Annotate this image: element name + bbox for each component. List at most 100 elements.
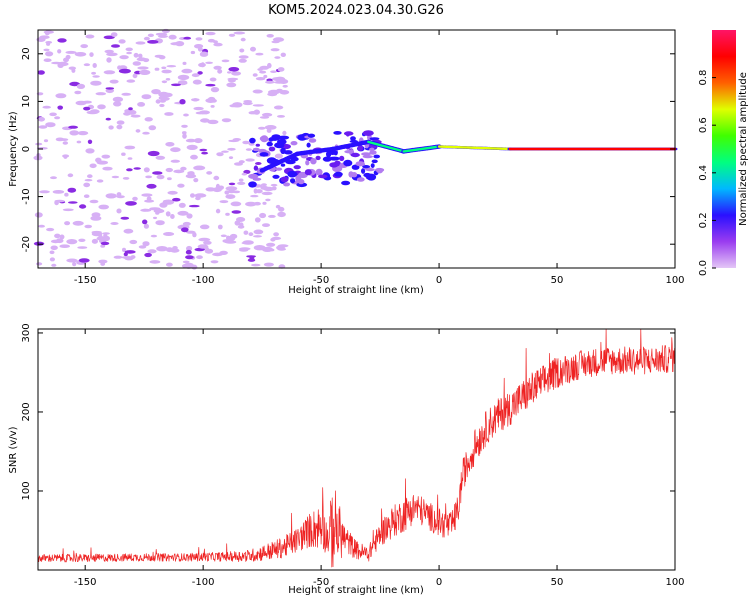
noise-blob bbox=[181, 124, 188, 128]
snr-x-ticks: -150 -100 -50 0 50 100 bbox=[74, 329, 685, 588]
noise-blob bbox=[155, 32, 168, 36]
noise-blob bbox=[209, 77, 217, 82]
noise-blob bbox=[253, 188, 258, 194]
noise-blob bbox=[101, 154, 111, 159]
noise-blob bbox=[83, 182, 91, 188]
noise-blob bbox=[127, 109, 137, 115]
noise-blob bbox=[34, 212, 43, 218]
noise-blob bbox=[230, 201, 242, 207]
noise-blob bbox=[261, 112, 273, 117]
noise-blob bbox=[283, 182, 291, 187]
noise-blob bbox=[80, 44, 88, 49]
noise-blob bbox=[147, 249, 157, 254]
noise-blob bbox=[213, 65, 222, 70]
colorbar-ticks: 0.0 0.2 0.4 0.6 0.8 bbox=[698, 70, 716, 276]
noise-blob bbox=[155, 220, 165, 226]
noise-blob bbox=[217, 69, 223, 74]
noise-blob bbox=[148, 125, 157, 131]
noise-blob bbox=[192, 79, 202, 85]
noise-blob bbox=[371, 159, 378, 164]
noise-blob bbox=[181, 227, 189, 233]
noise-blob bbox=[271, 136, 280, 141]
noise-blob bbox=[370, 163, 375, 169]
noise-blob bbox=[236, 217, 246, 222]
noise-blob bbox=[253, 165, 259, 171]
colorbar-tick-label: 0.4 bbox=[698, 165, 709, 181]
noise-blob bbox=[121, 92, 131, 96]
noise-blob bbox=[165, 167, 173, 173]
noise-blob bbox=[91, 238, 98, 244]
noise-blob bbox=[264, 125, 277, 130]
noise-blob bbox=[67, 173, 74, 178]
noise-blob bbox=[76, 83, 86, 89]
noise-blob bbox=[98, 204, 109, 210]
noise-blob bbox=[175, 41, 185, 47]
noise-blob bbox=[266, 128, 272, 133]
noise-blob bbox=[155, 155, 166, 160]
noise-blob bbox=[185, 255, 194, 260]
noise-blob bbox=[270, 237, 276, 242]
noise-blob bbox=[149, 207, 161, 211]
noise-blob bbox=[207, 119, 219, 125]
noise-blob bbox=[116, 192, 122, 197]
x-tick-label: 0 bbox=[436, 275, 442, 286]
noise-blob bbox=[186, 245, 193, 252]
noise-blob bbox=[167, 190, 178, 195]
noise-blob bbox=[163, 199, 170, 203]
noise-blob bbox=[253, 229, 264, 235]
noise-blob bbox=[110, 32, 118, 37]
noise-blob bbox=[225, 194, 236, 200]
y-tick-label: 10 bbox=[21, 95, 32, 108]
noise-blob bbox=[304, 169, 312, 176]
noise-blob bbox=[123, 252, 128, 257]
noise-blob bbox=[318, 174, 328, 179]
noise-blob bbox=[255, 143, 260, 147]
noise-blob bbox=[199, 51, 209, 57]
noise-blob bbox=[205, 31, 216, 36]
noise-blob bbox=[266, 78, 273, 82]
noise-blob bbox=[215, 183, 220, 189]
noise-blob bbox=[38, 125, 48, 129]
noise-blob bbox=[177, 183, 185, 188]
noise-blob bbox=[278, 206, 285, 212]
noise-blob bbox=[280, 163, 286, 167]
x-tick-label: -100 bbox=[192, 577, 215, 588]
noise-blob bbox=[228, 67, 240, 72]
noise-blob bbox=[135, 41, 146, 45]
noise-blob bbox=[143, 36, 150, 41]
noise-blob bbox=[307, 133, 316, 138]
noise-blob bbox=[106, 52, 118, 57]
noise-blob bbox=[188, 204, 200, 208]
noise-blob bbox=[315, 155, 321, 161]
noise-blob bbox=[213, 175, 220, 181]
noise-blob bbox=[181, 81, 188, 85]
noise-blob bbox=[68, 66, 77, 70]
noise-blob bbox=[78, 258, 90, 263]
noise-blob bbox=[158, 55, 166, 60]
noise-blob bbox=[196, 255, 203, 260]
noise-blob bbox=[57, 38, 67, 43]
noise-blob bbox=[97, 104, 106, 110]
noise-blob bbox=[42, 105, 51, 109]
noise-blob bbox=[191, 73, 200, 78]
noise-blob bbox=[272, 174, 280, 179]
noise-blob bbox=[156, 174, 165, 180]
noise-blob bbox=[65, 50, 77, 54]
noise-blob bbox=[144, 252, 152, 258]
noise-blob bbox=[186, 144, 198, 150]
noise-blob bbox=[89, 52, 94, 57]
noise-blob bbox=[100, 241, 110, 246]
noise-blob bbox=[143, 167, 150, 173]
noise-blob bbox=[74, 52, 87, 57]
noise-blob bbox=[142, 241, 150, 247]
noise-blob bbox=[263, 74, 268, 79]
noise-blob bbox=[296, 182, 308, 188]
noise-blob bbox=[37, 117, 46, 122]
noise-blob bbox=[190, 154, 198, 160]
y-tick-label: 20 bbox=[21, 47, 32, 60]
noise-blob bbox=[102, 166, 113, 171]
noise-blob bbox=[135, 129, 141, 133]
noise-blob bbox=[186, 213, 193, 219]
noise-blob bbox=[297, 179, 305, 185]
noise-blob bbox=[265, 198, 271, 202]
